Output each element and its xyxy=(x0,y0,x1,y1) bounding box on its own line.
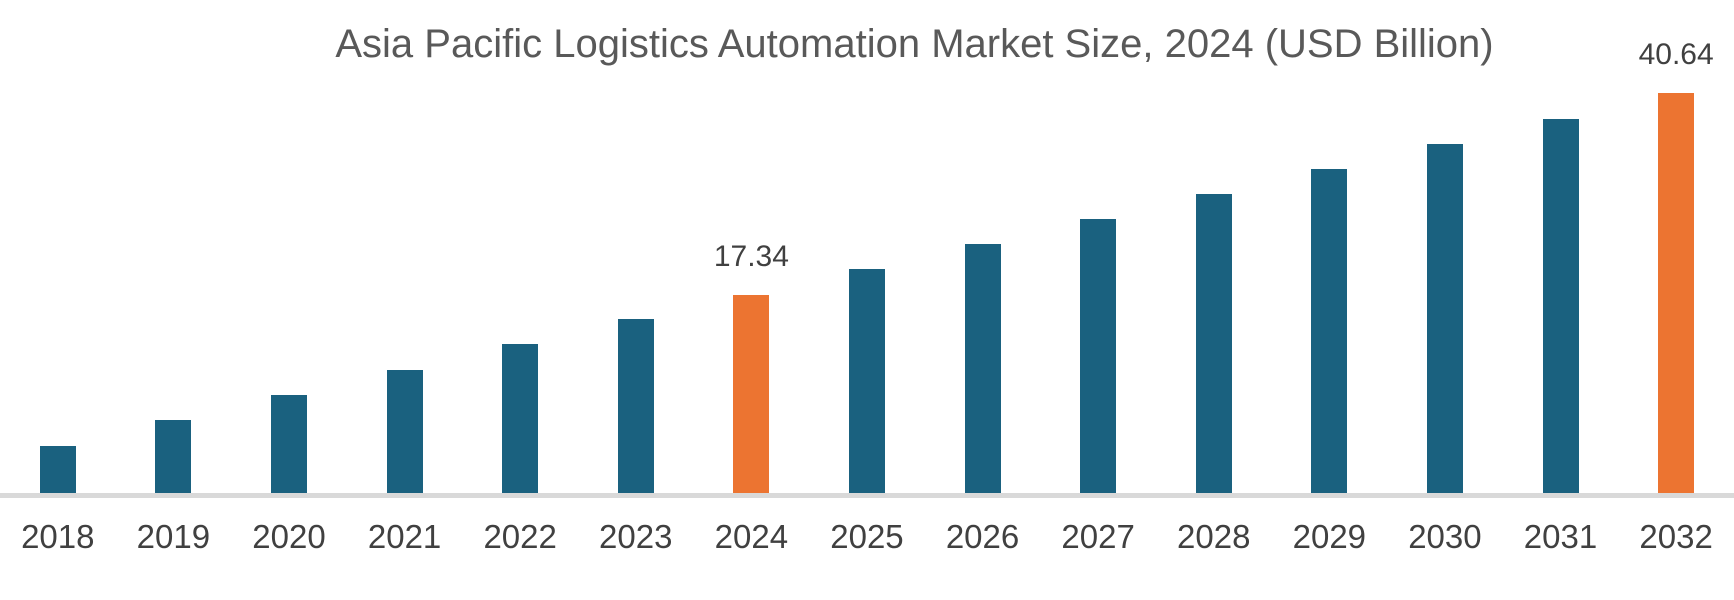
bar-column-2029: 2029 xyxy=(1272,0,1388,600)
bar-column-2031: 2031 xyxy=(1503,0,1619,600)
data-label-2024: 17.34 xyxy=(713,240,789,273)
x-tick-2031: 2031 xyxy=(1523,518,1598,555)
bar-column-2030: 2030 xyxy=(1387,0,1503,600)
bar-column-2024: 17.34 2024 xyxy=(694,0,810,600)
data-label-2032: 40.64 xyxy=(1638,38,1714,71)
x-tick-2026: 2026 xyxy=(945,518,1020,555)
x-tick-2025: 2025 xyxy=(830,518,904,555)
bar-column-2022: 2022 xyxy=(462,0,578,600)
bar-2024 xyxy=(733,295,770,493)
x-tick-2030: 2030 xyxy=(1408,518,1482,555)
x-tick-2020: 2020 xyxy=(252,518,326,555)
bar-2026 xyxy=(964,244,1001,493)
bar-2020 xyxy=(270,395,307,493)
bar-2032 xyxy=(1658,93,1695,493)
bar-column-2020: 2020 xyxy=(231,0,347,600)
bar-column-2026: 2026 xyxy=(925,0,1041,600)
bar-column-2027: 2027 xyxy=(1040,0,1156,600)
x-tick-2032: 2032 xyxy=(1639,518,1713,555)
bar-column-2025: 2025 xyxy=(809,0,925,600)
bar-column-2028: 2028 xyxy=(1156,0,1272,600)
bar-column-2032: 40.64 2032 xyxy=(1618,0,1734,600)
x-tick-2018: 2018 xyxy=(21,518,95,555)
bar-2023 xyxy=(617,319,654,493)
bar-column-2023: 2023 xyxy=(578,0,694,600)
x-tick-2027: 2027 xyxy=(1061,518,1135,555)
bar-2022 xyxy=(502,344,539,493)
bar-2028 xyxy=(1195,194,1232,493)
bar-2029 xyxy=(1311,169,1348,493)
x-tick-2019: 2019 xyxy=(136,518,211,555)
x-tick-2024: 2024 xyxy=(714,518,789,555)
bar-2021 xyxy=(386,370,423,493)
bar-column-2021: 2021 xyxy=(347,0,463,600)
x-axis-line xyxy=(0,493,1734,498)
bar-2025 xyxy=(848,269,885,493)
x-tick-2029: 2029 xyxy=(1292,518,1367,555)
bar-2027 xyxy=(1080,219,1117,493)
chart-title: Asia Pacific Logistics Automation Market… xyxy=(335,22,1494,66)
x-tick-2022: 2022 xyxy=(483,518,557,555)
x-tick-2023: 2023 xyxy=(599,518,673,555)
bar-2019 xyxy=(155,420,192,493)
bar-2031 xyxy=(1542,119,1579,493)
bar-2030 xyxy=(1426,144,1463,493)
x-tick-2028: 2028 xyxy=(1177,518,1251,555)
bar-column-2019: 2019 xyxy=(116,0,232,600)
bar-column-2018: 2018 xyxy=(0,0,116,600)
x-tick-2021: 2021 xyxy=(367,518,442,555)
bar-2018 xyxy=(39,446,76,493)
